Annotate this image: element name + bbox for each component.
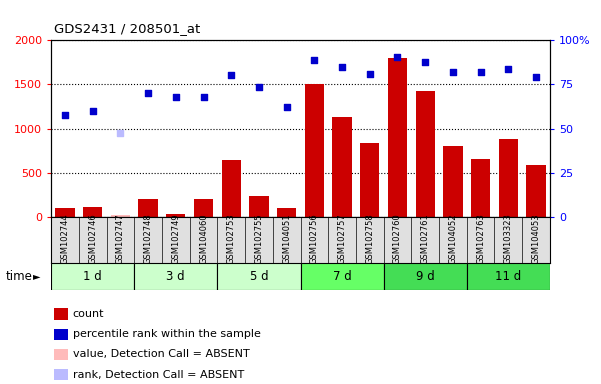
Text: count: count <box>73 309 104 319</box>
Point <box>254 84 264 90</box>
Text: 11 d: 11 d <box>495 270 522 283</box>
Bar <box>443 146 463 217</box>
Bar <box>53 349 67 360</box>
Point <box>60 112 70 118</box>
Bar <box>471 159 490 217</box>
Bar <box>53 329 67 340</box>
Bar <box>360 143 379 217</box>
Point <box>88 108 97 114</box>
Point <box>227 72 236 78</box>
Bar <box>166 214 186 217</box>
Bar <box>53 369 67 380</box>
Point <box>421 58 430 65</box>
Bar <box>300 263 383 290</box>
Text: ►: ► <box>33 271 40 281</box>
Text: 3 d: 3 d <box>166 270 185 283</box>
Bar <box>53 308 67 319</box>
Bar <box>499 139 518 217</box>
Bar <box>332 117 352 217</box>
Bar <box>305 84 324 217</box>
Bar <box>222 160 241 217</box>
Bar <box>415 91 435 217</box>
Text: 5 d: 5 d <box>249 270 268 283</box>
Bar <box>383 263 467 290</box>
Text: 7 d: 7 d <box>333 270 352 283</box>
Bar <box>388 58 407 217</box>
Point <box>115 130 125 136</box>
Bar <box>194 199 213 217</box>
Bar <box>218 263 300 290</box>
Point <box>310 57 319 63</box>
Point <box>199 94 209 100</box>
Bar <box>277 208 296 217</box>
Point <box>337 64 347 70</box>
Text: percentile rank within the sample: percentile rank within the sample <box>73 329 260 339</box>
Bar <box>134 263 218 290</box>
Text: value, Detection Call = ABSENT: value, Detection Call = ABSENT <box>73 349 249 359</box>
Point <box>365 71 374 77</box>
Text: rank, Detection Call = ABSENT: rank, Detection Call = ABSENT <box>73 369 244 379</box>
Bar <box>249 196 269 217</box>
Text: GDS2431 / 208501_at: GDS2431 / 208501_at <box>54 22 200 35</box>
Point <box>504 66 513 72</box>
Bar <box>138 199 158 217</box>
Bar <box>467 263 550 290</box>
Text: 1 d: 1 d <box>84 270 102 283</box>
Bar <box>55 208 75 217</box>
Point <box>282 104 291 111</box>
Point <box>392 54 402 60</box>
Point <box>476 69 486 75</box>
Point <box>143 90 153 96</box>
Bar <box>111 215 130 217</box>
Bar <box>51 263 134 290</box>
Point <box>448 69 458 75</box>
Point <box>171 94 181 100</box>
Text: 9 d: 9 d <box>416 270 435 283</box>
Point <box>531 73 541 79</box>
Text: time: time <box>6 270 33 283</box>
Bar <box>83 207 102 217</box>
Bar <box>526 165 546 217</box>
